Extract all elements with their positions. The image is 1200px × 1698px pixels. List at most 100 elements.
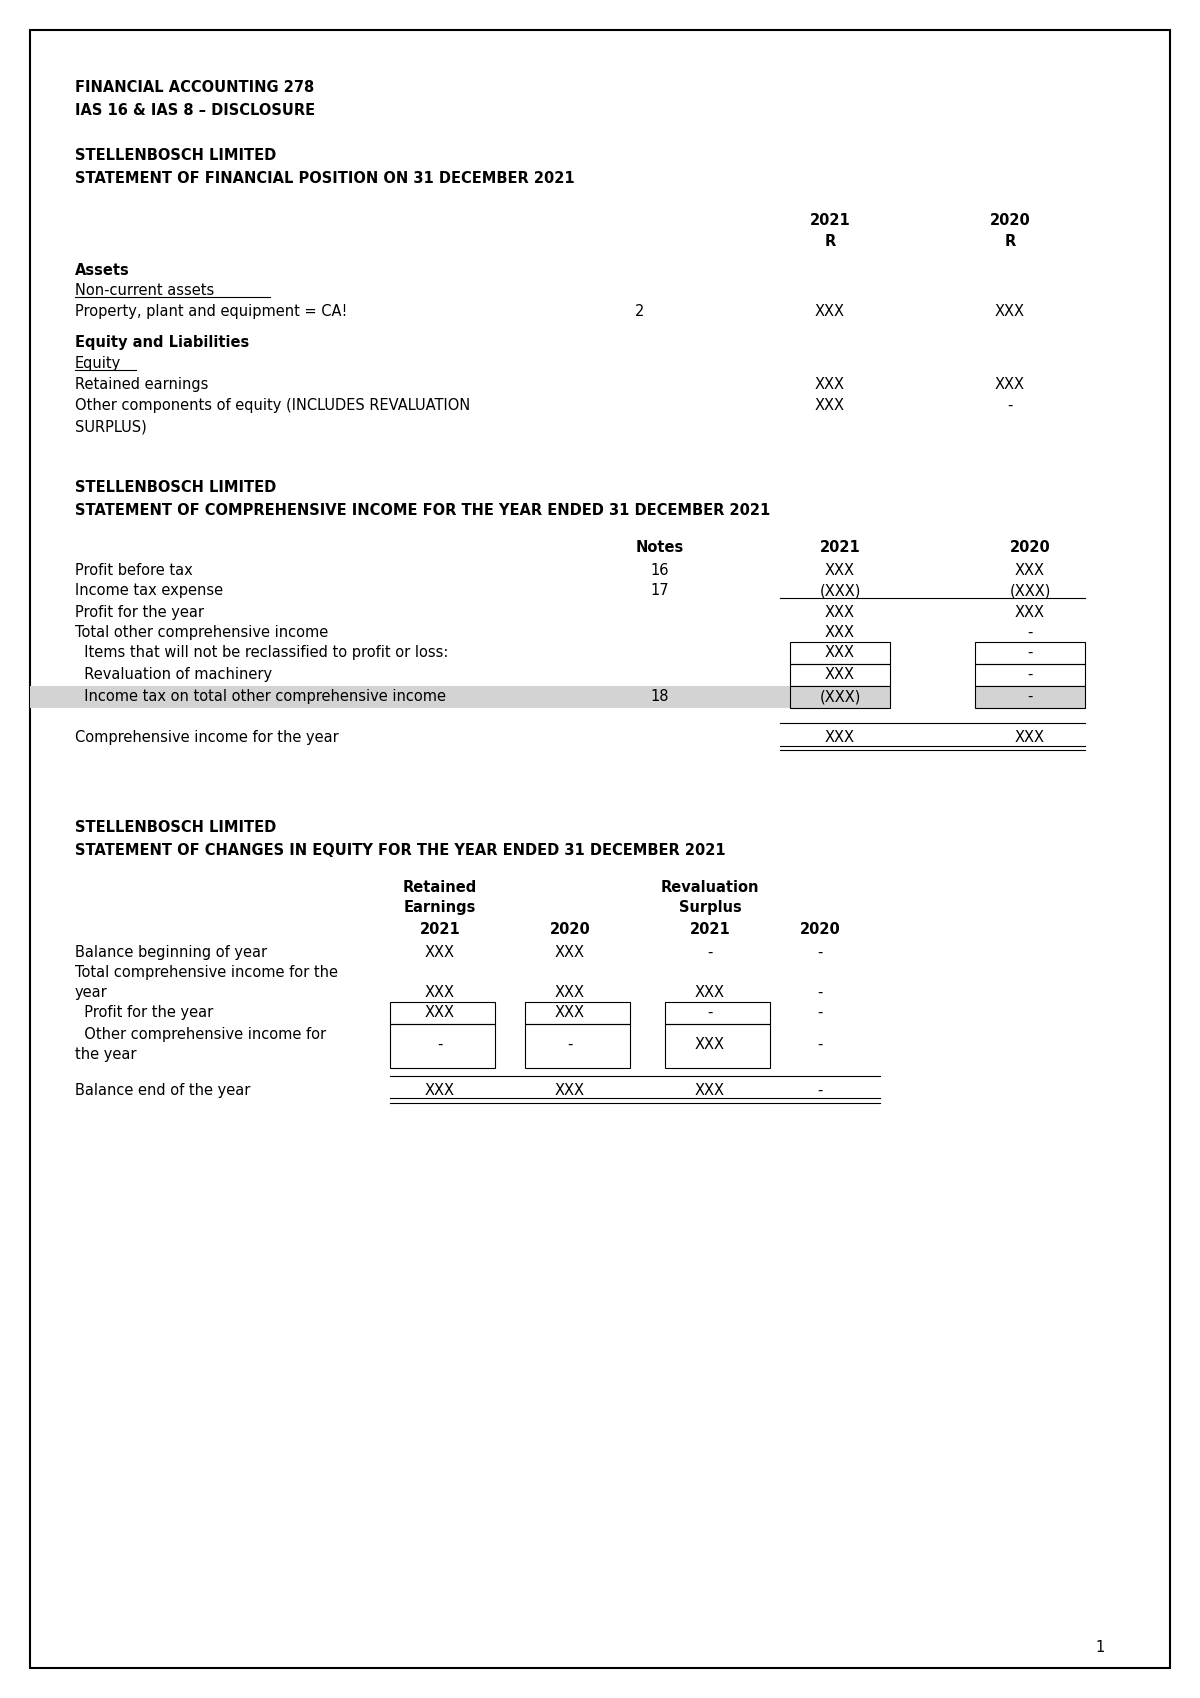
Text: Balance end of the year: Balance end of the year	[74, 1083, 251, 1099]
Text: XXX: XXX	[995, 304, 1025, 319]
Bar	[526, 1002, 630, 1024]
Text: Notes: Notes	[636, 540, 684, 555]
Text: Other components of equity (INCLUDES REVALUATION: Other components of equity (INCLUDES REV…	[74, 397, 470, 413]
Text: 2: 2	[635, 304, 644, 319]
Bar	[665, 1002, 770, 1024]
Text: -: -	[568, 1037, 572, 1053]
Text: 2020: 2020	[990, 212, 1031, 228]
Text: STATEMENT OF CHANGES IN EQUITY FOR THE YEAR ENDED 31 DECEMBER 2021: STATEMENT OF CHANGES IN EQUITY FOR THE Y…	[74, 842, 726, 857]
Text: XXX: XXX	[1015, 564, 1045, 577]
Text: Revaluation: Revaluation	[661, 880, 760, 895]
Text: XXX: XXX	[826, 645, 854, 661]
Text: -: -	[707, 1005, 713, 1020]
Text: STELLENBOSCH LIMITED: STELLENBOSCH LIMITED	[74, 820, 276, 835]
Bar	[390, 1002, 496, 1024]
Text: the year: the year	[74, 1048, 137, 1061]
Text: Comprehensive income for the year: Comprehensive income for the year	[74, 730, 338, 745]
Text: -: -	[817, 946, 823, 959]
Text: (XXX): (XXX)	[1009, 582, 1051, 598]
Text: -: -	[707, 946, 713, 959]
Text: 2021: 2021	[420, 922, 461, 937]
Text: Balance beginning of year: Balance beginning of year	[74, 946, 268, 959]
Text: Total other comprehensive income: Total other comprehensive income	[74, 625, 329, 640]
Text: 2021: 2021	[810, 212, 851, 228]
Text: XXX: XXX	[826, 667, 854, 683]
Text: XXX: XXX	[1015, 730, 1045, 745]
Text: XXX: XXX	[1015, 604, 1045, 620]
Text: XXX: XXX	[826, 604, 854, 620]
Text: FINANCIAL ACCOUNTING 278: FINANCIAL ACCOUNTING 278	[74, 80, 314, 95]
Text: XXX: XXX	[815, 397, 845, 413]
Text: XXX: XXX	[425, 1005, 455, 1020]
Text: -: -	[817, 1083, 823, 1099]
Text: Retained: Retained	[403, 880, 478, 895]
Text: Retained earnings: Retained earnings	[74, 377, 209, 392]
Text: 2021: 2021	[690, 922, 731, 937]
Text: XXX: XXX	[815, 377, 845, 392]
Text: XXX: XXX	[554, 985, 586, 1000]
Text: (XXX): (XXX)	[820, 689, 860, 705]
Bar	[974, 664, 1085, 686]
Text: Profit for the year: Profit for the year	[74, 1005, 214, 1020]
Text: XXX: XXX	[815, 304, 845, 319]
Text: XXX: XXX	[695, 1037, 725, 1053]
Text: -: -	[817, 1005, 823, 1020]
Text: -: -	[1027, 689, 1033, 705]
Bar	[390, 1024, 496, 1068]
Text: (XXX): (XXX)	[820, 582, 860, 598]
Text: 2020: 2020	[550, 922, 590, 937]
Text: STELLENBOSCH LIMITED: STELLENBOSCH LIMITED	[74, 148, 276, 163]
Text: R: R	[824, 234, 835, 250]
Text: -: -	[1027, 667, 1033, 683]
Bar	[974, 642, 1085, 664]
Text: Other comprehensive income for: Other comprehensive income for	[74, 1027, 326, 1043]
Text: Non-current assets: Non-current assets	[74, 284, 215, 299]
Text: Earnings: Earnings	[404, 900, 476, 915]
Text: -: -	[1007, 397, 1013, 413]
Text: SURPLUS): SURPLUS)	[74, 419, 146, 435]
Text: 16: 16	[650, 564, 670, 577]
Bar	[790, 686, 890, 708]
Text: XXX: XXX	[695, 1083, 725, 1099]
Text: XXX: XXX	[554, 1083, 586, 1099]
Bar	[974, 686, 1085, 708]
Text: -: -	[817, 985, 823, 1000]
Text: -: -	[437, 1037, 443, 1053]
Text: STATEMENT OF COMPREHENSIVE INCOME FOR THE YEAR ENDED 31 DECEMBER 2021: STATEMENT OF COMPREHENSIVE INCOME FOR TH…	[74, 503, 770, 518]
Text: -: -	[817, 1037, 823, 1053]
Bar	[665, 1024, 770, 1068]
Text: 18: 18	[650, 689, 670, 705]
Text: Surplus: Surplus	[679, 900, 742, 915]
Text: Income tax on total other comprehensive income: Income tax on total other comprehensive …	[74, 689, 446, 705]
Text: 17: 17	[650, 582, 670, 598]
Text: Items that will not be reclassified to profit or loss:: Items that will not be reclassified to p…	[74, 645, 449, 661]
Text: -: -	[1027, 625, 1033, 640]
Text: XXX: XXX	[554, 1005, 586, 1020]
Text: 2021: 2021	[820, 540, 860, 555]
Text: Income tax expense: Income tax expense	[74, 582, 223, 598]
Bar	[790, 664, 890, 686]
Text: Equity: Equity	[74, 357, 121, 370]
Text: Total comprehensive income for the: Total comprehensive income for the	[74, 964, 338, 980]
Text: Profit for the year: Profit for the year	[74, 604, 204, 620]
Text: XXX: XXX	[425, 985, 455, 1000]
Text: XXX: XXX	[826, 564, 854, 577]
Text: STELLENBOSCH LIMITED: STELLENBOSCH LIMITED	[74, 481, 276, 496]
Text: XXX: XXX	[826, 625, 854, 640]
Text: 1: 1	[1096, 1640, 1105, 1656]
Text: XXX: XXX	[826, 730, 854, 745]
Text: -: -	[1027, 645, 1033, 661]
Text: 2020: 2020	[799, 922, 840, 937]
Text: STATEMENT OF FINANCIAL POSITION ON 31 DECEMBER 2021: STATEMENT OF FINANCIAL POSITION ON 31 DE…	[74, 171, 575, 187]
Text: XXX: XXX	[995, 377, 1025, 392]
Text: XXX: XXX	[425, 946, 455, 959]
Text: Equity and Liabilities: Equity and Liabilities	[74, 335, 250, 350]
Bar	[30, 686, 790, 708]
Text: R: R	[1004, 234, 1015, 250]
Text: 2020: 2020	[1009, 540, 1050, 555]
Text: Profit before tax: Profit before tax	[74, 564, 193, 577]
Bar	[526, 1024, 630, 1068]
Text: Assets: Assets	[74, 263, 130, 278]
Text: year: year	[74, 985, 108, 1000]
Text: Revaluation of machinery: Revaluation of machinery	[74, 667, 272, 683]
